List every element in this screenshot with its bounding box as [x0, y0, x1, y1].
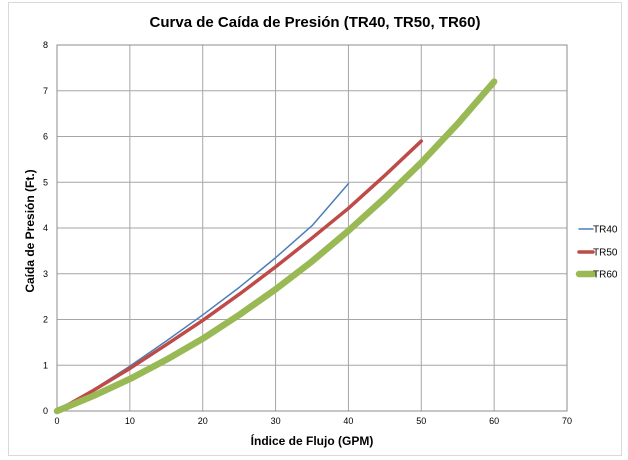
y-tick-label: 1 — [43, 360, 48, 370]
x-tick-label: 0 — [54, 416, 59, 426]
y-tick-label: 4 — [43, 223, 48, 233]
pressure-drop-chart: Curva de Caída de Presión (TR40, TR50, T… — [23, 14, 618, 448]
y-tick-label: 3 — [43, 269, 48, 279]
chart-frame: Curva de Caída de Presión (TR40, TR50, T… — [8, 2, 622, 456]
y-tick-label: 7 — [43, 86, 48, 96]
series-line-tr60 — [53, 78, 498, 415]
legend-label-tr50: TR50 — [593, 248, 618, 259]
plot-area-border — [56, 44, 568, 412]
y-axis-title: Caída de Presión (Ft.) — [23, 169, 37, 292]
x-tick-label: 30 — [271, 416, 281, 426]
legend-label-tr60: TR60 — [593, 270, 618, 281]
legend-label-tr40: TR40 — [593, 225, 618, 236]
y-tick-label: 8 — [43, 40, 48, 50]
y-tick-label: 5 — [43, 177, 48, 187]
x-axis-title: Índice de Flujo (GPM) — [251, 433, 374, 448]
x-tick-label: 70 — [562, 416, 572, 426]
chart-title: Curva de Caída de Presión (TR40, TR50, T… — [150, 14, 481, 31]
y-tick-label: 6 — [43, 132, 48, 142]
x-tick-label: 60 — [489, 416, 499, 426]
y-tick-label: 2 — [43, 315, 48, 325]
x-tick-label: 50 — [416, 416, 426, 426]
x-tick-label: 10 — [125, 416, 135, 426]
x-tick-label: 40 — [343, 416, 353, 426]
x-tick-label: 20 — [198, 416, 208, 426]
tick-labels: 0 10 20 30 40 50 60 70 0 1 2 3 4 5 6 7 8 — [43, 40, 572, 426]
legend: TR40 TR50 TR60 — [575, 225, 618, 281]
gridlines — [56, 44, 568, 412]
data-series — [53, 78, 498, 415]
y-tick-label: 0 — [43, 406, 48, 416]
series-line-tr50 — [55, 139, 424, 413]
